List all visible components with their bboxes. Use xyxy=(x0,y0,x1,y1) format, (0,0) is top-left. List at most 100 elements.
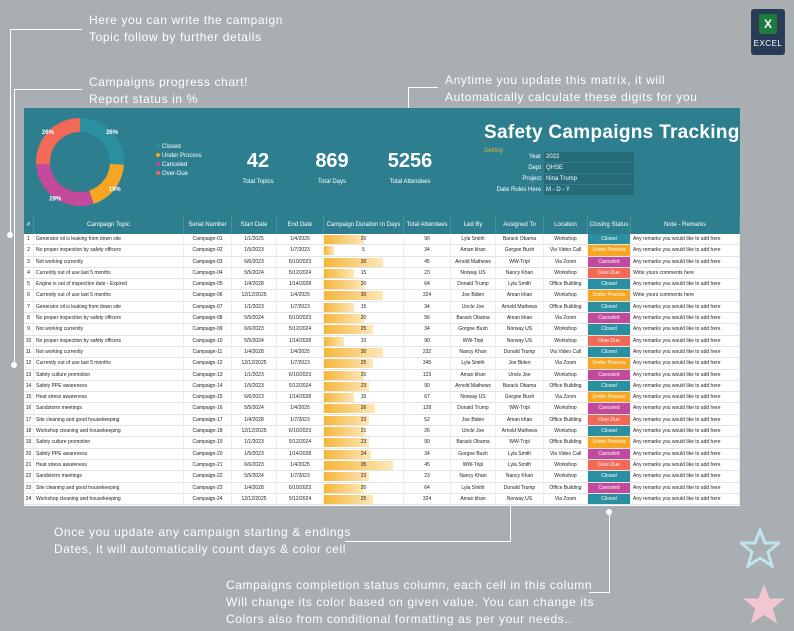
row-number-cell[interactable]: 8 xyxy=(24,313,34,324)
table-row[interactable]: 12 Currently out of use last 5 months Camp… xyxy=(24,358,740,370)
campaign-topic-cell[interactable]: Engine is out of inspection date - Expir… xyxy=(34,279,184,290)
assigned-to-cell[interactable]: Norway US xyxy=(496,324,544,335)
closing-status-cell[interactable]: Canceled xyxy=(588,448,631,459)
table-row[interactable]: 21 Heat stress awareness Campaign-21 6/6/20… xyxy=(24,459,740,472)
led-by-cell[interactable]: Norway US xyxy=(451,267,496,279)
closing-status-cell[interactable]: Canceled xyxy=(588,256,631,267)
note-remarks-cell[interactable]: Any remarks you would like to add here xyxy=(631,437,740,448)
duration-days-cell[interactable]: 25 xyxy=(324,358,404,369)
location-cell[interactable]: Via Video Call xyxy=(544,346,588,358)
led-by-cell[interactable]: Lyla Smith xyxy=(451,234,496,245)
start-date-cell[interactable]: 5/5/2024 xyxy=(232,267,277,279)
location-cell[interactable]: Workshop xyxy=(544,335,588,346)
serial-number-cell[interactable]: Campaign-08 xyxy=(184,313,232,324)
table-row[interactable]: 10 No proper inspection by safety officer… xyxy=(24,335,740,347)
start-date-cell[interactable]: 6/6/2023 xyxy=(232,324,277,335)
row-number-cell[interactable]: 23 xyxy=(24,482,34,493)
assigned-to-cell[interactable]: Norway US xyxy=(496,335,544,346)
note-remarks-cell[interactable]: Any remarks you would like to add here xyxy=(631,403,740,414)
duration-days-cell[interactable]: 30 xyxy=(324,346,404,358)
start-date-cell[interactable]: 1/4/2028 xyxy=(232,414,277,426)
location-cell[interactable]: Workshop xyxy=(544,290,588,301)
start-date-cell[interactable]: 6/6/2023 xyxy=(232,459,277,471)
end-date-cell[interactable]: 5/12/2024 xyxy=(277,324,324,335)
total-attendees-cell[interactable]: 90 xyxy=(404,380,451,392)
campaign-topic-cell[interactable]: Currently out of use last 5 months xyxy=(34,358,184,369)
row-number-cell[interactable]: 9 xyxy=(24,324,34,335)
campaign-topic-cell[interactable]: Currently out of use last 5 months xyxy=(34,290,184,301)
end-date-cell[interactable]: 1/4/2025 xyxy=(277,403,324,414)
end-date-cell[interactable]: 1/7/2023 xyxy=(277,301,324,313)
note-remarks-cell[interactable]: Any remarks you would like to add here xyxy=(631,313,740,324)
assigned-to-cell[interactable]: Nancy Khan xyxy=(496,267,544,279)
row-number-cell[interactable]: 11 xyxy=(24,346,34,358)
duration-days-cell[interactable]: 5 xyxy=(324,245,404,256)
duration-days-cell[interactable]: 25 xyxy=(324,493,404,505)
column-header[interactable]: Assigned To xyxy=(496,216,544,234)
campaign-topic-cell[interactable]: Safety PPE awareness xyxy=(34,448,184,459)
location-cell[interactable]: Workshop xyxy=(544,369,588,380)
location-cell[interactable]: Office Building xyxy=(544,482,588,493)
start-date-cell[interactable]: 5/5/2024 xyxy=(232,335,277,346)
row-number-cell[interactable]: 6 xyxy=(24,290,34,301)
end-date-cell[interactable]: 1/7/2023 xyxy=(277,358,324,369)
campaign-topic-cell[interactable]: No proper inspection by safety officers xyxy=(34,245,184,256)
end-date-cell[interactable]: 1/4/2025 xyxy=(277,234,324,245)
end-date-cell[interactable]: 1/4/2025 xyxy=(277,346,324,358)
duration-days-cell[interactable]: 23 xyxy=(324,414,404,426)
location-cell[interactable]: Via Zoom xyxy=(544,256,588,267)
serial-number-cell[interactable]: Campaign-05 xyxy=(184,279,232,290)
table-row[interactable]: 24 Workshop cleaning and housekeeping Camp… xyxy=(24,493,740,506)
column-header[interactable]: Note - Remarks xyxy=(631,216,740,234)
table-row[interactable]: 11 Not working currently Campaign-11 1/4/20… xyxy=(24,346,740,359)
campaign-topic-cell[interactable]: Heat stress awareness xyxy=(34,459,184,471)
table-row[interactable]: 16 Sandstorm meetings Campaign-16 5/5/2024 1… xyxy=(24,403,740,415)
note-remarks-cell[interactable]: Any remarks you would like to add here xyxy=(631,301,740,313)
serial-number-cell[interactable]: Campaign-18 xyxy=(184,426,232,437)
note-remarks-cell[interactable]: Any remarks you would like to add here xyxy=(631,482,740,493)
location-cell[interactable]: Workshop xyxy=(544,324,588,335)
table-row[interactable]: 4 Currently out of use last 5 months Campa… xyxy=(24,267,740,280)
column-header[interactable]: Location xyxy=(544,216,588,234)
location-cell[interactable]: Workshop xyxy=(544,234,588,245)
note-remarks-cell[interactable]: Any remarks you would like to add here xyxy=(631,414,740,426)
start-date-cell[interactable]: 1/5/2023 xyxy=(232,245,277,256)
led-by-cell[interactable]: WW-Tripl xyxy=(451,335,496,346)
closing-status-cell[interactable]: Closed xyxy=(588,380,631,392)
total-attendees-cell[interactable]: 34 xyxy=(404,245,451,256)
closing-status-cell[interactable]: Closed xyxy=(588,346,631,358)
serial-number-cell[interactable]: Campaign-14 xyxy=(184,380,232,392)
duration-days-cell[interactable]: 30 xyxy=(324,256,404,267)
led-by-cell[interactable]: WW-Tripl xyxy=(451,459,496,471)
note-remarks-cell[interactable]: Any remarks you would like to add here xyxy=(631,369,740,380)
serial-number-cell[interactable]: Campaign-21 xyxy=(184,459,232,471)
led-by-cell[interactable]: Gorgoe Bush xyxy=(451,448,496,459)
start-date-cell[interactable]: 1/1/2023 xyxy=(232,369,277,380)
row-number-cell[interactable]: 17 xyxy=(24,414,34,426)
duration-days-cell[interactable]: 30 xyxy=(324,290,404,301)
row-number-cell[interactable]: 2 xyxy=(24,245,34,256)
closing-status-cell[interactable]: Closed xyxy=(588,279,631,290)
campaign-topic-cell[interactable]: Generator oil is leaking from down site xyxy=(34,234,184,245)
serial-number-cell[interactable]: Campaign-01 xyxy=(184,234,232,245)
assigned-to-cell[interactable]: Lyla Smith xyxy=(496,448,544,459)
end-date-cell[interactable]: 1/7/2023 xyxy=(277,245,324,256)
row-number-cell[interactable]: 7 xyxy=(24,301,34,313)
closing-status-cell[interactable]: Under Process xyxy=(588,245,631,256)
start-date-cell[interactable]: 5/5/2024 xyxy=(232,471,277,482)
start-date-cell[interactable]: 1/1/2023 xyxy=(232,301,277,313)
note-remarks-cell[interactable]: Any remarks you would like to add here xyxy=(631,279,740,290)
row-number-cell[interactable]: 4 xyxy=(24,267,34,279)
location-cell[interactable]: Office Building xyxy=(544,437,588,448)
note-remarks-cell[interactable]: Write yours comments here xyxy=(631,290,740,301)
start-date-cell[interactable]: 1/1/2023 xyxy=(232,437,277,448)
row-number-cell[interactable]: 16 xyxy=(24,403,34,414)
led-by-cell[interactable]: Lyla Smith xyxy=(451,358,496,369)
campaign-topic-cell[interactable]: Generator oil is leaking from down site xyxy=(34,301,184,313)
table-row[interactable]: 18 Workshop cleaning and housekeeping Camp… xyxy=(24,426,740,438)
led-by-cell[interactable]: Joe Biden xyxy=(451,414,496,426)
closing-status-cell[interactable]: Over-Due xyxy=(588,267,631,279)
campaign-topic-cell[interactable]: Site cleaning and good housekeeping xyxy=(34,482,184,493)
serial-number-cell[interactable]: Campaign-16 xyxy=(184,403,232,414)
campaign-topic-cell[interactable]: Safety PPE awareness xyxy=(34,380,184,392)
